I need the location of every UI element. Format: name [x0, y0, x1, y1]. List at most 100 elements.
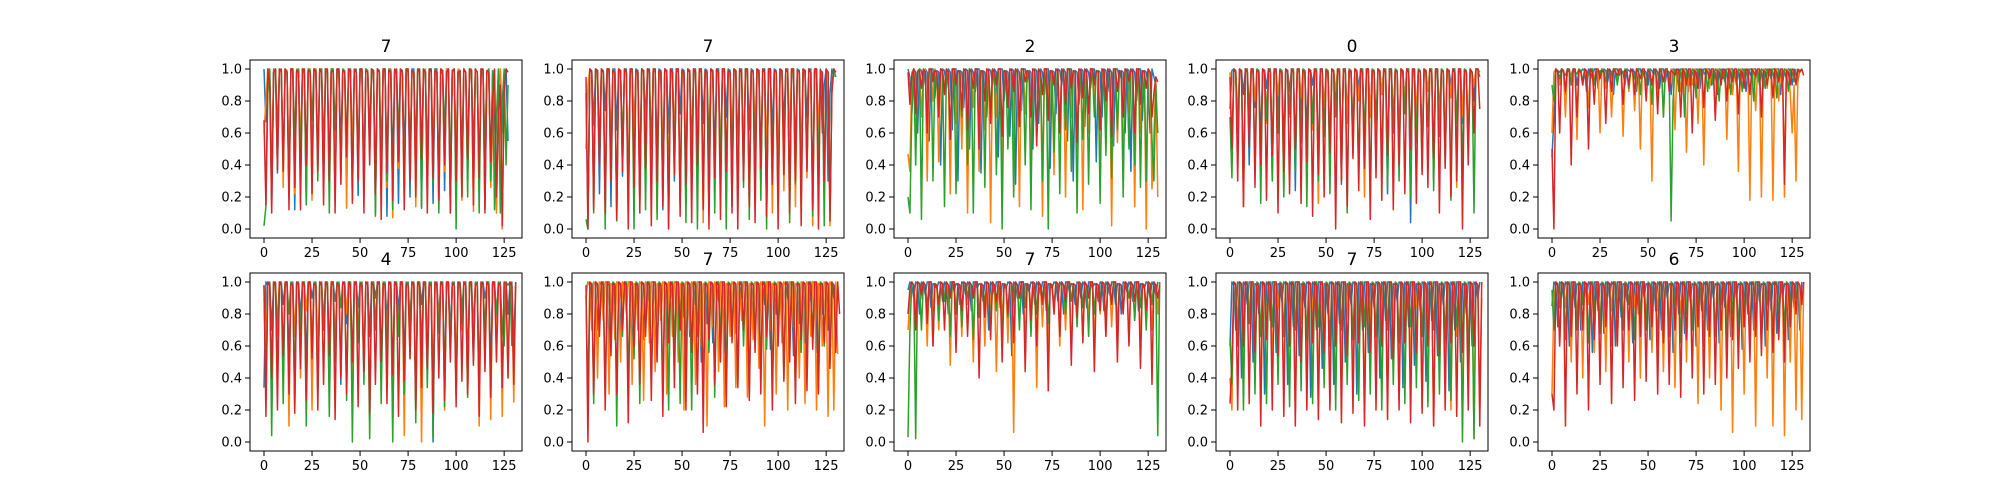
y-tick-label: 0.4 — [865, 159, 886, 174]
axes-frame — [1537, 59, 1811, 239]
subplot-7: 7 0 25 50 75 100 125 0.0 0.2 0.4 0.6 0.8 1.0 — [865, 250, 1167, 474]
y-tick-label: 1.0 — [1509, 63, 1530, 78]
y-tick-label: 0.2 — [543, 191, 564, 206]
y-tick-label: 1.0 — [1187, 276, 1208, 291]
x-tick-label: 25 — [948, 459, 965, 474]
y-tick-label: 0.8 — [1509, 308, 1530, 323]
x-tick-label: 50 — [352, 246, 369, 261]
y-tick-label: 0.0 — [865, 436, 886, 451]
x-tick-label: 100 — [1410, 459, 1435, 474]
x-tick-label: 50 — [352, 459, 369, 474]
x-tick-label: 50 — [1318, 459, 1335, 474]
x-tick-label: 75 — [1688, 246, 1705, 261]
y-tick-label: 0.6 — [543, 340, 564, 355]
y-tick-label: 0.6 — [543, 127, 564, 142]
x-tick-label: 50 — [1640, 459, 1657, 474]
y-tick-label: 0.0 — [221, 436, 242, 451]
x-tick-label: 100 — [1732, 459, 1757, 474]
y-tick-label: 0.4 — [221, 159, 242, 174]
x-tick-label: 50 — [1640, 246, 1657, 261]
series-line-3 — [1551, 281, 1805, 427]
x-tick-label: 50 — [1318, 246, 1335, 261]
series-line-1 — [585, 281, 839, 427]
series-line-3 — [1229, 68, 1481, 230]
y-tick-label: 0.0 — [1509, 436, 1530, 451]
x-tick-label: 125 — [1136, 459, 1161, 474]
x-tick-label: 0 — [1548, 246, 1556, 261]
x-tick-label: 0 — [582, 246, 590, 261]
axes-frame — [1537, 272, 1811, 452]
y-tick-label: 0.4 — [865, 372, 886, 387]
y-tick-label: 0.2 — [1187, 191, 1208, 206]
y-tick-label: 1.0 — [1187, 63, 1208, 78]
x-tick-label: 125 — [492, 246, 517, 261]
x-tick-label: 125 — [492, 459, 517, 474]
x-tick-label: 100 — [766, 459, 791, 474]
y-tick-label: 0.6 — [1187, 127, 1208, 142]
axes-frame — [249, 272, 523, 452]
x-tick-label: 25 — [1270, 246, 1287, 261]
y-tick-label: 0.0 — [221, 223, 242, 238]
y-tick-label: 1.0 — [543, 276, 564, 291]
y-tick-label: 0.0 — [1187, 223, 1208, 238]
x-tick-label: 125 — [814, 459, 839, 474]
x-tick-label: 125 — [1458, 459, 1483, 474]
subplot-0: 7 0 25 50 75 100 125 0.0 0.2 0.4 0.6 0.8 1.0 — [221, 37, 523, 261]
y-tick-label: 0.8 — [543, 95, 564, 110]
x-tick-label: 25 — [1592, 246, 1609, 261]
series-line-3 — [585, 68, 837, 230]
subplot-title: 7 — [703, 37, 714, 57]
series-line-3 — [1551, 68, 1805, 230]
subplot-title: 7 — [1347, 250, 1358, 270]
x-tick-label: 25 — [626, 246, 643, 261]
y-tick-label: 0.4 — [1187, 159, 1208, 174]
subplot-9: 6 0 25 50 75 100 125 0.0 0.2 0.4 0.6 0.8 1.0 — [1509, 250, 1811, 474]
axes-frame — [249, 59, 523, 239]
x-tick-label: 50 — [996, 246, 1013, 261]
y-tick-label: 0.2 — [543, 404, 564, 419]
y-tick-label: 0.0 — [543, 223, 564, 238]
series-line-3 — [907, 68, 1159, 150]
series-line-3 — [907, 281, 1161, 392]
subplot-title: 6 — [1669, 250, 1680, 270]
x-tick-label: 100 — [1088, 459, 1113, 474]
x-tick-label: 0 — [1226, 459, 1234, 474]
y-tick-label: 0.6 — [1509, 127, 1530, 142]
x-tick-label: 50 — [996, 459, 1013, 474]
y-tick-label: 0.0 — [1509, 223, 1530, 238]
y-tick-label: 0.4 — [543, 159, 564, 174]
subplot-1: 7 0 25 50 75 100 125 0.0 0.2 0.4 0.6 0.8 1.0 — [543, 37, 845, 261]
y-tick-label: 0.2 — [221, 404, 242, 419]
y-tick-label: 1.0 — [221, 276, 242, 291]
y-tick-label: 0.2 — [221, 191, 242, 206]
x-tick-label: 75 — [1366, 246, 1383, 261]
x-tick-label: 0 — [582, 459, 590, 474]
x-tick-label: 75 — [1688, 459, 1705, 474]
subplot-title: 0 — [1347, 37, 1358, 57]
axes-frame — [571, 272, 845, 452]
subplot-title: 4 — [381, 250, 392, 270]
axes-frame — [571, 59, 845, 239]
series-line-3 — [585, 281, 841, 443]
x-tick-label: 0 — [904, 246, 912, 261]
x-tick-label: 0 — [260, 459, 268, 474]
y-tick-label: 0.6 — [1187, 340, 1208, 355]
y-tick-label: 1.0 — [543, 63, 564, 78]
x-tick-label: 100 — [766, 246, 791, 261]
y-tick-label: 0.6 — [221, 127, 242, 142]
y-tick-label: 0.8 — [221, 95, 242, 110]
y-tick-label: 1.0 — [221, 63, 242, 78]
x-tick-label: 0 — [1548, 459, 1556, 474]
subplot-3: 0 0 25 50 75 100 125 0.0 0.2 0.4 0.6 0.8 1.0 — [1187, 37, 1489, 261]
subplot-title: 7 — [703, 250, 714, 270]
y-tick-label: 0.8 — [221, 308, 242, 323]
subplot-title: 7 — [1025, 250, 1036, 270]
x-tick-label: 100 — [444, 459, 469, 474]
y-tick-label: 0.2 — [1509, 191, 1530, 206]
y-tick-label: 0.4 — [1187, 372, 1208, 387]
series-line-3 — [1229, 281, 1483, 427]
y-tick-label: 0.4 — [1509, 372, 1530, 387]
subplot-8: 7 0 25 50 75 100 125 0.0 0.2 0.4 0.6 0.8 1.0 — [1187, 250, 1489, 474]
axes-frame — [1215, 272, 1489, 452]
